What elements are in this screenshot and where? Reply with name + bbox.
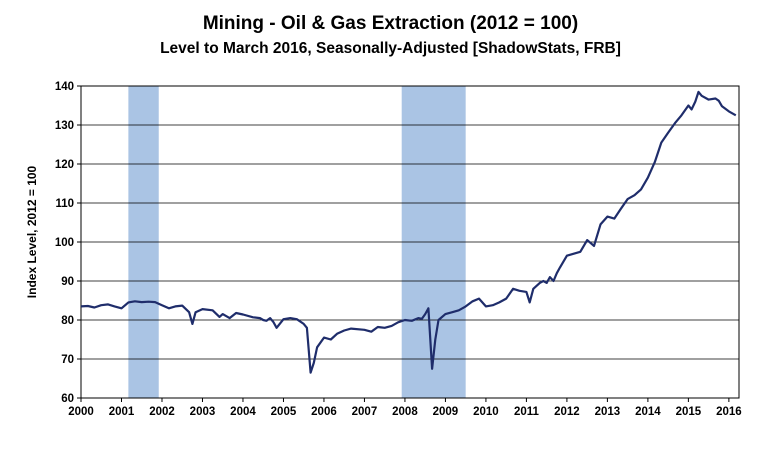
x-tick-label: 2008 — [392, 406, 418, 418]
x-tick-label: 2005 — [271, 406, 297, 418]
x-tick-label: 2015 — [676, 406, 702, 418]
y-tick-label: 140 — [55, 81, 74, 93]
y-tick-label: 70 — [61, 354, 74, 366]
x-tick-label: 2001 — [109, 406, 135, 418]
gridlines — [81, 124, 739, 360]
y-axis-label: Index Level, 2012 = 100 — [25, 165, 39, 298]
x-axis-ticks: 2000 2001 2002 2003 2004 2005 2006 2007 2008 2009… — [68, 398, 742, 418]
x-tick-label: 2002 — [149, 406, 175, 418]
x-tick-label: 2004 — [230, 406, 256, 418]
y-tick-label: 110 — [55, 198, 74, 210]
series-line — [80, 90, 737, 374]
x-tick-label: 2009 — [433, 406, 459, 418]
y-tick-label: 130 — [55, 120, 74, 132]
x-tick-label: 2007 — [352, 406, 378, 418]
x-tick-label: 2011 — [514, 406, 540, 418]
x-tick-label: 2006 — [311, 406, 337, 418]
chart-title: Mining - Oil & Gas Extraction (2012 = 10… — [202, 13, 579, 34]
y-tick-label: 120 — [55, 159, 74, 171]
x-tick-label: 2016 — [716, 406, 742, 418]
x-tick-label: 2012 — [554, 406, 580, 418]
x-tick-label: 2003 — [190, 406, 216, 418]
x-tick-label: 2013 — [595, 406, 621, 418]
y-axis-ticks: 60 70 80 90 100 110 120 130 140 — [55, 81, 81, 405]
y-tick-label: 100 — [55, 237, 74, 249]
x-tick-label: 2010 — [473, 406, 499, 418]
x-tick-label: 2014 — [635, 406, 661, 418]
y-tick-label: 90 — [61, 276, 74, 288]
chart-subtitle: Level to March 2016, Seasonally-Adjusted… — [160, 40, 621, 57]
y-tick-label: 60 — [61, 393, 74, 405]
x-tick-label: 2000 — [68, 406, 94, 418]
y-tick-label: 80 — [61, 315, 74, 327]
